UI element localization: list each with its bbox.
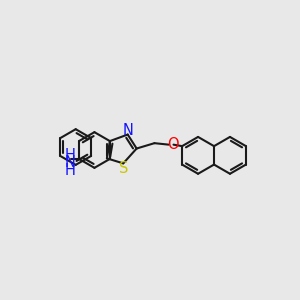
Text: S: S [119,161,129,176]
Text: N: N [64,155,76,170]
Text: H: H [64,148,76,163]
Text: N: N [122,123,133,138]
Text: O: O [167,136,179,152]
Text: H: H [64,163,76,178]
